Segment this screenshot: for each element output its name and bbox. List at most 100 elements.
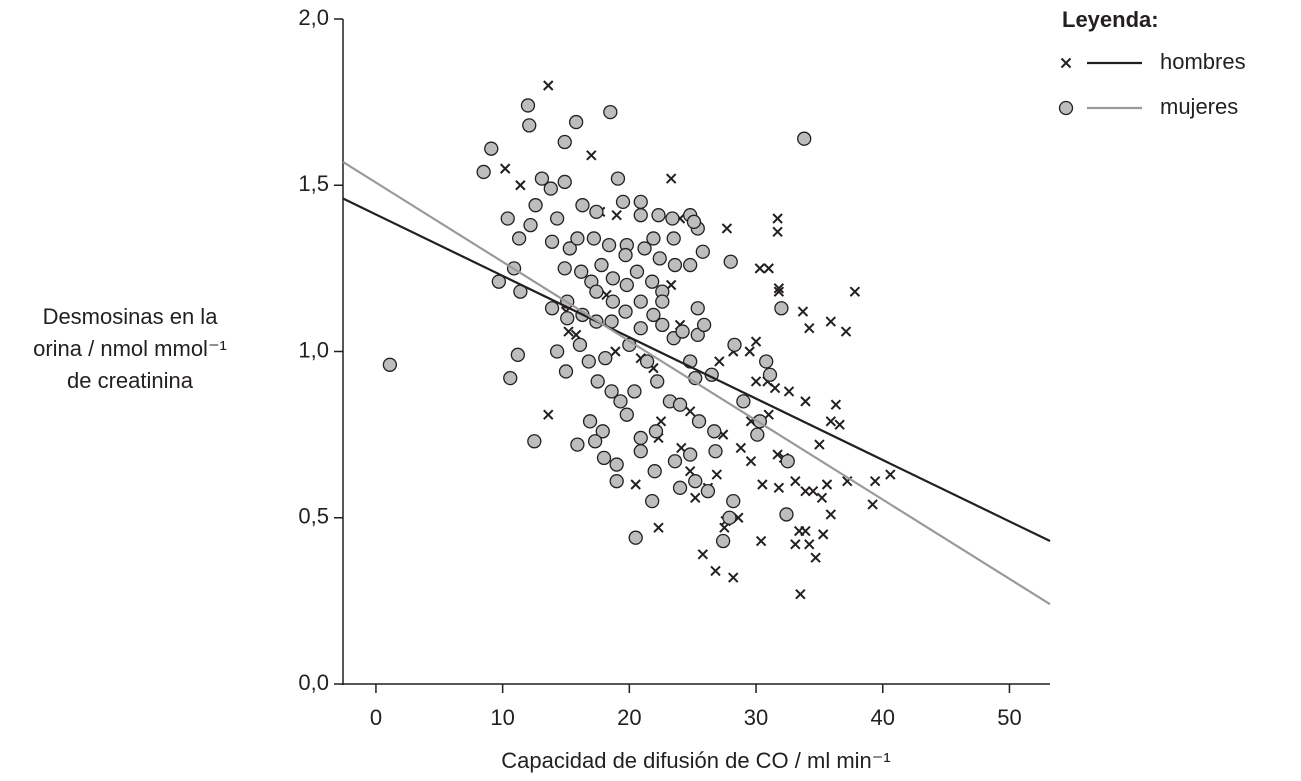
circle-marker (683, 447, 698, 462)
cross-marker (800, 525, 811, 537)
circle-marker (774, 301, 789, 316)
x-tick-label: 20 (617, 705, 641, 730)
cross-marker (711, 469, 722, 480)
circle-marker (708, 444, 723, 459)
cross-marker (849, 286, 861, 297)
cross-marker (869, 475, 881, 487)
circle-marker (695, 244, 710, 259)
fit-line (342, 161, 1051, 606)
cross-marker (735, 442, 747, 454)
circle-marker (780, 454, 795, 469)
circle-marker (558, 364, 574, 379)
circle-marker (568, 114, 584, 130)
circle-marker (581, 354, 596, 369)
circle-marker (586, 231, 602, 246)
circle-marker (683, 257, 698, 273)
circle-marker (629, 264, 645, 279)
legend-label: hombres (1160, 49, 1246, 74)
circle-marker (633, 430, 648, 446)
y-axis-label: orina / nmol mmol⁻¹ (33, 336, 227, 361)
circle-marker (598, 350, 613, 366)
circle-marker (484, 141, 499, 156)
circle-marker (560, 311, 575, 326)
circle-marker (527, 434, 542, 449)
cross-marker (563, 326, 574, 337)
cross-marker (795, 589, 806, 600)
x-tick-label: 30 (744, 705, 768, 730)
circle-marker (688, 474, 703, 489)
cross-marker (814, 439, 825, 450)
fit-line (342, 197, 1051, 543)
cross-marker (783, 386, 795, 397)
circle-marker (691, 414, 707, 429)
circle-marker (628, 530, 643, 545)
cross-marker (1060, 57, 1072, 69)
cross-marker (745, 456, 757, 467)
circle-marker (647, 464, 662, 479)
circle-marker (696, 317, 712, 333)
circle-marker (707, 424, 722, 439)
x-tick-label: 0 (370, 705, 382, 730)
circle-marker (500, 211, 515, 226)
cross-marker (772, 213, 783, 224)
circle-marker (633, 194, 648, 210)
circle-marker (715, 533, 731, 549)
circle-marker (645, 493, 660, 509)
circle-marker (503, 370, 518, 386)
circle-marker (665, 211, 680, 226)
circle-marker (759, 354, 774, 369)
cross-marker (825, 316, 837, 327)
cross-marker (769, 382, 781, 394)
circle-marker (575, 198, 590, 213)
circle-marker (520, 98, 536, 113)
circle-marker (574, 264, 589, 279)
circle-marker (637, 241, 652, 256)
circle-marker (675, 324, 690, 339)
circle-marker (650, 374, 665, 389)
cross-marker (757, 479, 768, 490)
x-axis-label: Capacidad de difusión de CO / ml min⁻¹ (501, 748, 890, 773)
circle-marker (633, 208, 648, 223)
circle-marker (619, 407, 634, 422)
circle-marker (633, 294, 648, 309)
cross-marker (772, 449, 783, 460)
cross-marker (665, 173, 677, 184)
cross-marker (586, 150, 597, 161)
cross-marker (543, 409, 554, 420)
circle-marker (476, 164, 491, 180)
cross-marker (750, 376, 762, 387)
circle-marker (595, 424, 610, 439)
cross-marker (610, 346, 621, 357)
circle-marker (666, 231, 681, 246)
circle-marker (543, 181, 558, 196)
circle-marker (722, 510, 737, 525)
cross-marker (773, 283, 785, 294)
circle-marker (570, 437, 585, 452)
circle-marker (619, 277, 634, 293)
cross-marker (840, 326, 852, 337)
cross-marker (810, 552, 821, 563)
x-tick-label: 50 (997, 705, 1021, 730)
cross-marker (772, 226, 783, 238)
circle-marker (572, 337, 588, 353)
circle-marker (589, 204, 604, 220)
y-axis-label: Desmosinas en la (43, 304, 219, 329)
circle-marker (601, 237, 617, 253)
cross-marker (710, 565, 721, 577)
cross-marker (825, 509, 837, 520)
circle-marker (544, 234, 560, 249)
circle-marker (605, 294, 621, 309)
circle-marker (594, 257, 609, 273)
circle-marker (700, 483, 716, 499)
circle-marker (382, 357, 398, 372)
circle-marker (523, 217, 538, 233)
circle-marker (645, 274, 660, 289)
cross-marker (885, 469, 896, 480)
y-tick-label: 1,0 (298, 337, 329, 362)
cross-marker (830, 399, 842, 410)
circle-marker (609, 474, 624, 489)
circle-marker (690, 327, 705, 343)
circle-marker (651, 208, 666, 223)
cross-marker (630, 479, 641, 490)
